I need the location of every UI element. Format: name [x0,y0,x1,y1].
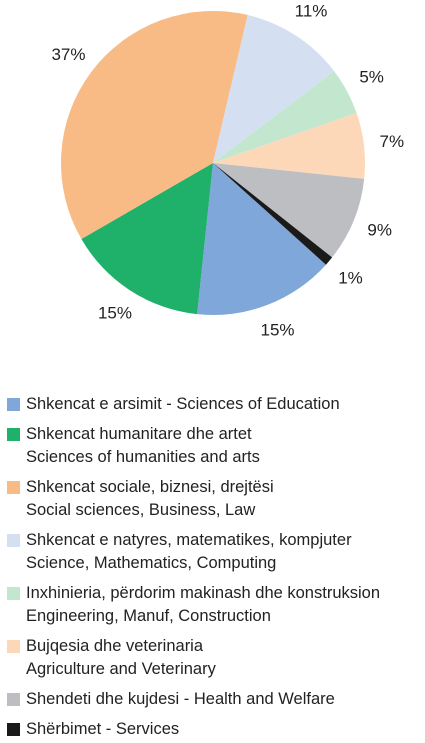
data-label: 15% [260,321,294,340]
legend-label: Shkencat humanitare dhe artet Sciences o… [26,425,260,466]
pie-slice [81,163,213,315]
pie-slice [213,15,335,163]
pie-slice [213,71,357,163]
legend-label: Bujqesia dhe veterinaria Agriculture and… [26,637,216,678]
legend-swatch [7,723,20,736]
pie-slice [213,113,365,179]
data-label: 11% [295,2,328,21]
legend-item: Shkencat sociale, biznesi, drejtësi Soci… [7,476,425,522]
legend-item: Bujqesia dhe veterinaria Agriculture and… [7,635,425,681]
data-label: 7% [380,132,405,151]
legend-swatch [7,587,20,600]
data-label: 37% [51,45,85,64]
data-label: 1% [338,269,363,288]
legend: Shkencat e arsimit - Sciences of Educati… [7,393,425,743]
pie-slice [213,163,365,258]
data-label: 15% [98,303,132,322]
legend-item: Shkencat humanitare dhe artet Sciences o… [7,423,425,469]
pie-slice [61,10,248,239]
legend-swatch [7,398,20,411]
data-label: 9% [367,220,392,239]
legend-item: Shkencat e arsimit - Sciences of Educati… [7,393,425,416]
legend-label: Shërbimet - Services [26,720,180,738]
legend-item: Shendeti dhe kujdesi - Health and Welfar… [7,688,425,711]
legend-swatch [7,693,20,706]
legend-swatch [7,481,20,494]
legend-label: Inxhinieria, përdorim makinash dhe konst… [26,584,381,625]
legend-label: Shkencat e arsimit - Sciences of Educati… [26,395,340,413]
legend-label: Shkencat sociale, biznesi, drejtësi Soci… [26,478,274,519]
legend-swatch [7,640,20,653]
pie-slice [213,163,333,265]
legend-item: Shërbimet - Services [7,718,425,741]
legend-swatch [7,428,20,441]
data-label: 5% [359,67,384,86]
legend-label: Shendeti dhe kujdesi - Health and Welfar… [26,690,335,708]
pie-slice [197,163,326,315]
legend-label: Shkencat e natyres, matematikes, kompjut… [26,531,352,572]
legend-item: Shkencat e natyres, matematikes, kompjut… [7,529,425,575]
legend-swatch [7,534,20,547]
chart: 15% 15% 37% 11% 5% 7% 9% 1% [51,2,405,340]
legend-item: Inxhinieria, përdorim makinash dhe konst… [7,582,425,628]
